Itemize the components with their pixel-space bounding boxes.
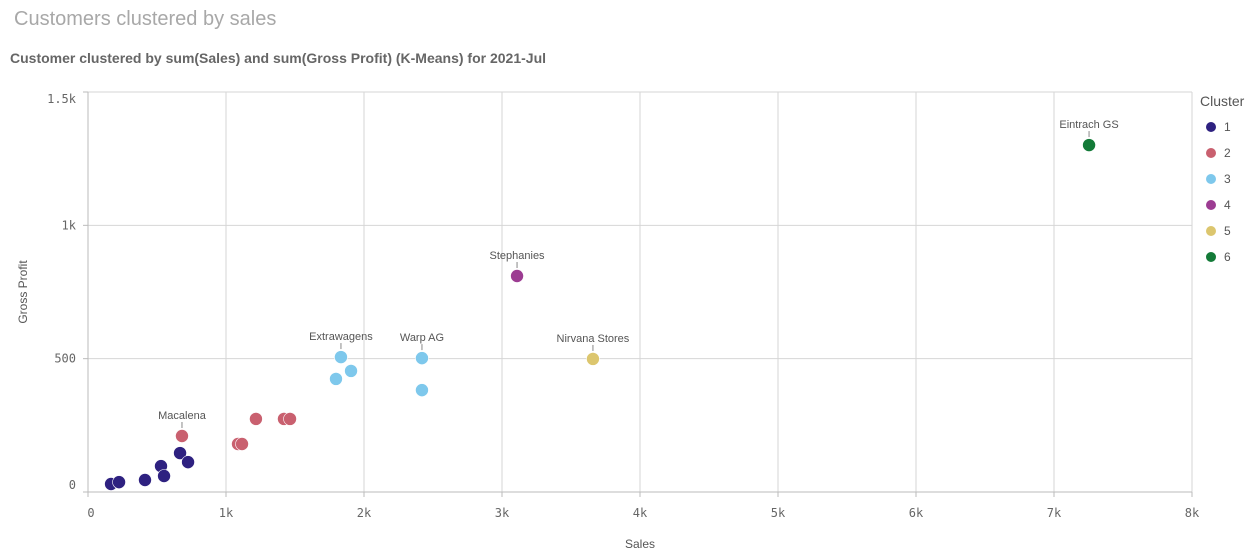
x-tick-label: 3k (495, 506, 510, 520)
legend-marker[interactable] (1206, 174, 1216, 184)
data-point[interactable] (586, 352, 600, 366)
legend-label: 6 (1224, 250, 1231, 264)
data-point[interactable] (1082, 138, 1096, 152)
data-point[interactable] (334, 350, 348, 364)
data-point[interactable] (112, 475, 126, 489)
y-tick-label: 0 (69, 478, 76, 492)
x-tick-label: 6k (909, 506, 924, 520)
data-point[interactable] (181, 455, 195, 469)
y-axis-label: Gross Profit (16, 260, 30, 324)
data-point[interactable] (249, 412, 263, 426)
point-label: Extrawagens (309, 331, 373, 343)
y-tick-label: 1k (62, 218, 77, 232)
x-tick-label: 0 (87, 506, 94, 520)
data-point[interactable] (344, 364, 358, 378)
legend-label: 2 (1224, 146, 1231, 160)
data-point[interactable] (415, 383, 429, 397)
legend-label: 5 (1224, 224, 1231, 238)
data-point[interactable] (415, 351, 429, 365)
x-tick-label: 1k (219, 506, 234, 520)
legend-title: Cluster (1200, 93, 1245, 109)
data-point[interactable] (173, 446, 187, 460)
x-tick-label: 8k (1185, 506, 1200, 520)
data-point[interactable] (235, 437, 249, 451)
legend-marker[interactable] (1206, 226, 1216, 236)
y-tick-label: 1.5k (47, 92, 77, 106)
sheet-title: Customers clustered by sales (14, 8, 277, 30)
legend-marker[interactable] (1206, 148, 1216, 158)
data-point[interactable] (510, 269, 524, 283)
x-tick-label: 4k (633, 506, 648, 520)
x-axis-label: Sales (625, 537, 655, 551)
x-tick-label: 7k (1047, 506, 1062, 520)
y-tick-label: 500 (54, 352, 76, 366)
x-tick-label: 2k (357, 506, 372, 520)
data-point[interactable] (175, 429, 189, 443)
legend-label: 3 (1224, 172, 1231, 186)
x-tick-label: 5k (771, 506, 786, 520)
point-label: Eintrach GS (1059, 119, 1118, 131)
data-point[interactable] (329, 372, 343, 386)
point-label: Nirvana Stores (557, 333, 630, 345)
point-label: Warp AG (400, 332, 444, 344)
legend-marker[interactable] (1206, 122, 1216, 132)
data-point[interactable] (283, 412, 297, 426)
point-label: Macalena (158, 410, 207, 422)
legend-marker[interactable] (1206, 200, 1216, 210)
chart-subtitle: Customer clustered by sum(Sales) and sum… (10, 50, 547, 66)
legend-marker[interactable] (1206, 252, 1216, 262)
data-point[interactable] (138, 473, 152, 487)
data-point[interactable] (157, 469, 171, 483)
point-label: Stephanies (490, 250, 546, 262)
legend-label: 1 (1224, 120, 1231, 134)
legend-label: 4 (1224, 198, 1231, 212)
